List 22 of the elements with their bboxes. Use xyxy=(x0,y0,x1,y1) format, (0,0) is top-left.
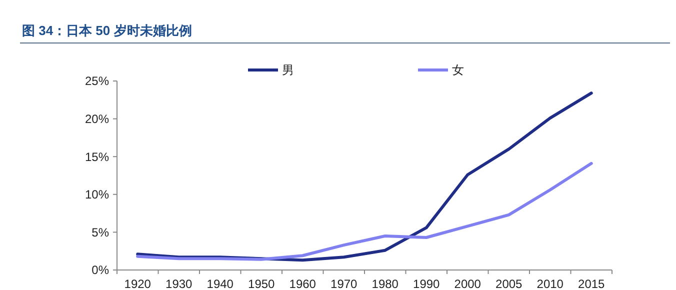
x-tick-label: 2010 xyxy=(536,277,564,290)
y-tick-label: 20% xyxy=(84,112,110,126)
x-tick-label: 1980 xyxy=(372,277,399,290)
x-tick-label: 1970 xyxy=(330,277,358,290)
legend-label: 男 xyxy=(282,63,294,78)
x-tick-label: 2000 xyxy=(454,277,482,290)
chart-title: 图 34：日本 50 岁时未婚比例 xyxy=(22,23,192,38)
y-tick-label: 15% xyxy=(84,150,110,164)
x-tick-label: 2015 xyxy=(578,277,606,290)
y-tick-label: 10% xyxy=(84,188,110,202)
x-tick-label: 1920 xyxy=(124,277,152,290)
x-tick-label: 1990 xyxy=(413,277,440,290)
x-tick-label: 2005 xyxy=(496,277,523,290)
x-tick-label: 1960 xyxy=(289,277,316,290)
x-tick-label: 1950 xyxy=(248,277,276,290)
x-tick-label: 1940 xyxy=(206,277,234,290)
x-tick-label: 1930 xyxy=(166,277,193,290)
y-tick-label: 5% xyxy=(92,225,110,240)
y-tick-label: 25% xyxy=(84,74,110,88)
line-series xyxy=(136,162,593,261)
y-tick-label: 0% xyxy=(92,263,110,278)
legend-label: 女 xyxy=(452,63,464,78)
